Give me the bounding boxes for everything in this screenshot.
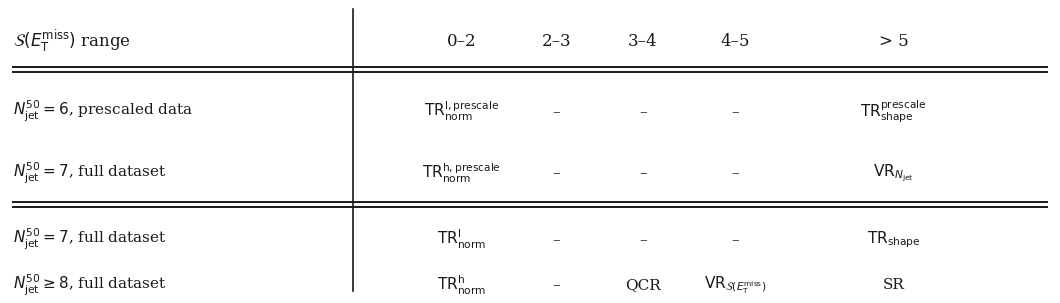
- Text: 0–2: 0–2: [446, 32, 476, 49]
- Text: –: –: [552, 166, 560, 180]
- Text: –: –: [639, 233, 647, 247]
- Text: QCR: QCR: [625, 278, 660, 292]
- Text: –: –: [552, 233, 560, 247]
- Text: 3–4: 3–4: [628, 32, 657, 49]
- Text: $N_{\mathrm{jet}}^{50} = 7$, full dataset: $N_{\mathrm{jet}}^{50} = 7$, full datase…: [14, 227, 167, 252]
- Text: –: –: [552, 105, 560, 119]
- Text: $N_{\mathrm{jet}}^{50} = 7$, full dataset: $N_{\mathrm{jet}}^{50} = 7$, full datase…: [14, 161, 167, 186]
- Text: $\mathrm{TR}_{\mathrm{norm}}^{\mathrm{l,prescale}}$: $\mathrm{TR}_{\mathrm{norm}}^{\mathrm{l,…: [424, 100, 499, 123]
- Text: $\mathrm{TR}_{\mathrm{norm}}^{\mathrm{h,prescale}}$: $\mathrm{TR}_{\mathrm{norm}}^{\mathrm{h,…: [422, 162, 501, 185]
- Text: $\mathrm{TR}_{\mathrm{norm}}^{\mathrm{l}}$: $\mathrm{TR}_{\mathrm{norm}}^{\mathrm{l}…: [437, 228, 487, 251]
- Text: $N_{\mathrm{jet}}^{50} \geq 8$, full dataset: $N_{\mathrm{jet}}^{50} \geq 8$, full dat…: [14, 273, 167, 298]
- Text: –: –: [731, 233, 740, 247]
- Text: $N_{\mathrm{jet}}^{50} = 6$, prescaled data: $N_{\mathrm{jet}}^{50} = 6$, prescaled d…: [14, 99, 194, 124]
- Text: 4–5: 4–5: [721, 32, 750, 49]
- Text: SR: SR: [883, 278, 905, 292]
- Text: –: –: [639, 105, 647, 119]
- Text: $\mathrm{TR}_{\mathrm{shape}}^{\mathrm{prescale}}$: $\mathrm{TR}_{\mathrm{shape}}^{\mathrm{p…: [861, 98, 928, 125]
- Text: $\mathrm{VR}_{\mathcal{S}(E_{\mathrm{T}}^{\mathrm{miss}})}$: $\mathrm{VR}_{\mathcal{S}(E_{\mathrm{T}}…: [705, 274, 766, 296]
- Text: 2–3: 2–3: [542, 32, 571, 49]
- Text: –: –: [552, 278, 560, 292]
- Text: $\mathrm{TR}_{\mathrm{shape}}$: $\mathrm{TR}_{\mathrm{shape}}$: [867, 229, 921, 250]
- Text: –: –: [731, 166, 740, 180]
- Text: $\mathrm{TR}_{\mathrm{norm}}^{\mathrm{h}}$: $\mathrm{TR}_{\mathrm{norm}}^{\mathrm{h}…: [437, 274, 487, 297]
- Text: $\mathcal{S}(E_{\mathrm{T}}^{\mathrm{miss}})$ range: $\mathcal{S}(E_{\mathrm{T}}^{\mathrm{mis…: [14, 28, 131, 54]
- Text: –: –: [731, 105, 740, 119]
- Text: > 5: > 5: [879, 32, 908, 49]
- Text: –: –: [639, 166, 647, 180]
- Text: $\mathrm{VR}_{N_{\mathrm{jet}}}$: $\mathrm{VR}_{N_{\mathrm{jet}}}$: [873, 163, 914, 184]
